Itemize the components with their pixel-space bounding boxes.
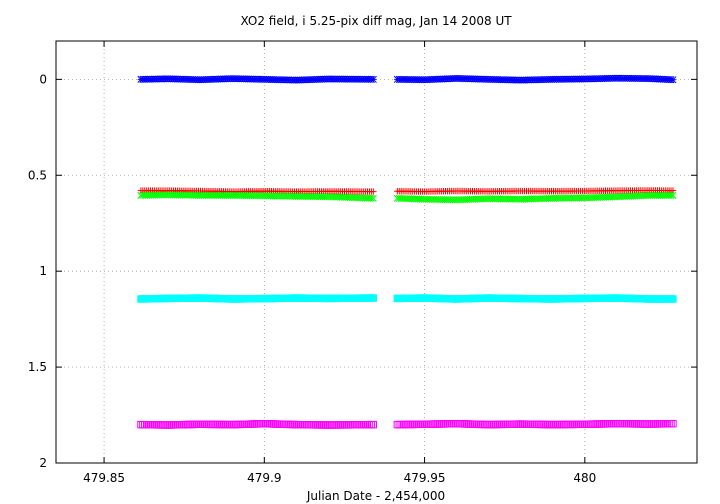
data-point bbox=[669, 419, 677, 428]
y-tick-label: 2 bbox=[39, 456, 47, 470]
data-point bbox=[669, 187, 677, 194]
plot-data bbox=[137, 74, 677, 429]
data-point bbox=[667, 191, 675, 199]
data-point bbox=[367, 194, 375, 202]
data-point bbox=[369, 194, 377, 202]
x-tick-label: 479.95 bbox=[404, 471, 446, 485]
data-point bbox=[669, 191, 677, 199]
series-3 bbox=[137, 294, 677, 303]
x-tick-label: 479.85 bbox=[83, 471, 125, 485]
data-point bbox=[370, 188, 377, 195]
series-2 bbox=[137, 191, 677, 204]
y-tick-label: 0.5 bbox=[28, 168, 47, 182]
data-point bbox=[369, 75, 377, 83]
plot-frame bbox=[55, 40, 698, 464]
series-4 bbox=[137, 419, 677, 429]
data-point bbox=[669, 76, 677, 84]
x-tick-label: 480 bbox=[573, 471, 596, 485]
y-tick-label: 1 bbox=[39, 264, 47, 278]
data-point bbox=[369, 420, 377, 429]
x-axis-label: Julian Date - 2,454,000 bbox=[306, 489, 445, 503]
y-tick-label: 1.5 bbox=[28, 360, 47, 374]
series-0 bbox=[137, 74, 677, 84]
grid bbox=[56, 41, 697, 463]
axis-ticks: 479.85 479.9 479.95 480 0 0.5 1 1.5 2 bbox=[28, 41, 697, 485]
y-tick-label: 0 bbox=[39, 72, 47, 86]
x-tick-label: 479.9 bbox=[247, 471, 281, 485]
data-point bbox=[669, 295, 677, 303]
chart-title: XO2 field, i 5.25-pix diff mag, Jan 14 2… bbox=[240, 14, 512, 28]
data-point bbox=[369, 294, 377, 302]
